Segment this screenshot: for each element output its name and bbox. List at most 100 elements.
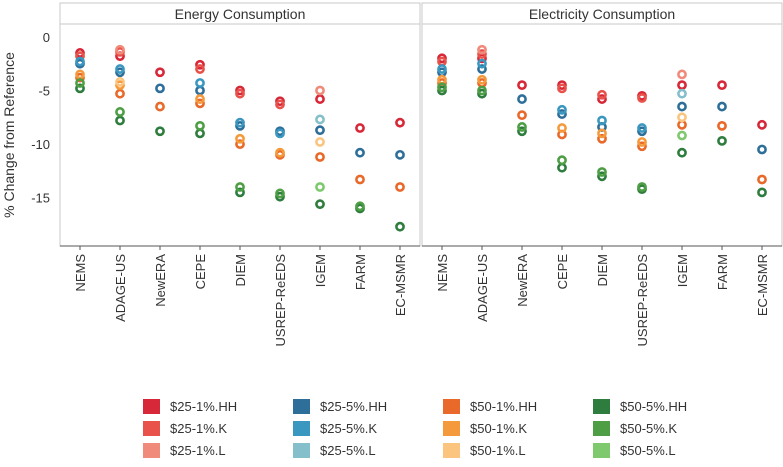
data-point [315,114,325,125]
data-point [717,101,727,112]
y-tick-label: -10 [31,137,50,152]
data-point [437,82,447,93]
legend-swatch [143,443,160,458]
data-point [315,85,325,96]
data-point [557,104,567,115]
data-point [115,115,125,126]
x-tick-label: USREP-ReEDS [635,254,650,347]
legend-swatch [593,421,610,436]
data-point [477,74,487,85]
y-tick-label: -15 [31,191,50,206]
legend-swatch [293,399,310,414]
legend-swatch [293,421,310,436]
data-point [395,117,405,128]
x-tick-label: EC-MSMR [393,254,408,316]
data-point [437,64,447,74]
x-tick-label: NEMS [435,254,450,292]
x-tick-label: CEPE [555,254,570,290]
x-tick-label: CEPE [193,254,208,290]
data-point [557,109,567,119]
legend-item: $25-5%.HH [293,398,443,415]
legend: $25-1%.HH $25-5%.HH $50-1%.HH $50-5%.HH … [143,398,763,459]
data-point [597,167,607,177]
data-point [757,174,767,185]
data-point [717,120,727,131]
legend-item: $50-1%.L [443,442,593,459]
data-point [757,119,767,130]
data-point [477,85,487,96]
data-point [517,110,527,121]
data-point [155,126,165,137]
legend-swatch [593,443,610,458]
data-point [235,187,245,198]
data-point [195,59,205,70]
legend-label: $25-1%.K [170,421,228,436]
chart-panel: Energy Consumption NEMS ADAGE-US NewERA CEPE… [59,2,421,346]
legend-swatch [143,421,160,436]
y-tick-label: -5 [38,83,50,98]
data-point [757,144,767,155]
legend-swatch [593,399,610,414]
legend-label: $50-5%.K [620,421,678,436]
data-point [115,64,125,74]
data-point [517,122,527,132]
data-point [315,152,325,162]
data-point [115,88,125,99]
legend-label: $25-5%.L [320,443,376,458]
data-point [115,107,125,117]
x-tick-label: IGEM [675,254,690,287]
legend-label: $50-1%.L [470,443,526,458]
data-point [557,155,567,166]
data-point [275,128,285,139]
legend-label: $25-1%.HH [170,399,238,414]
legend-label: $50-5%.HH [620,399,688,414]
data-point [235,139,245,150]
legend-swatch [143,399,160,414]
data-point [235,182,245,192]
data-point [195,94,205,104]
x-tick-label: EC-MSMR [755,254,770,316]
data-point [355,201,365,212]
data-point [477,53,487,64]
data-point [315,137,325,147]
data-point [477,64,487,74]
legend-item: $50-1%.HH [443,398,593,415]
data-point [275,147,285,158]
data-point [597,115,607,126]
data-point [355,174,365,185]
x-tick-label: ADAGE-US [113,254,128,322]
data-point [75,83,85,94]
legend-item: $25-1%.L [143,442,293,459]
data-point [597,133,607,144]
data-point [195,98,205,109]
data-point [75,78,85,88]
data-point [315,182,325,192]
panel-title: Electricity Consumption [529,6,675,22]
x-tick-label: NewERA [515,254,530,307]
chart-panel: Electricity Consumption NEMS ADAGE-US NewER… [421,2,783,347]
data-point [195,78,205,88]
x-tick-label: DIEM [595,254,610,287]
legend-label: $50-1%.HH [470,399,538,414]
legend-label: $50-1%.K [470,421,528,436]
panels: 0 -5 -10 -15 Energy Consumption NEMS ADAGE-US N… [31,2,783,347]
data-point [355,147,365,158]
data-point [75,69,85,80]
data-point [235,133,245,144]
legend-item: $50-5%.HH [593,398,743,415]
legend-item: $25-1%.K [143,420,293,437]
y-axis-label: % Change from Reference [1,52,17,218]
data-point [637,182,647,192]
data-point [677,80,687,91]
panel-title: Energy Consumption [175,6,306,22]
data-point [597,128,607,139]
legend-label: $50-5%.L [620,443,676,458]
data-point [517,126,527,137]
data-point [517,94,527,104]
data-point [315,199,325,210]
data-point [677,147,687,158]
chart-canvas: 0 -5 -10 -15 Energy Consumption NEMS ADAGE-US N… [1,2,783,347]
data-point [597,171,607,182]
data-point [637,93,647,103]
data-point [75,56,85,67]
